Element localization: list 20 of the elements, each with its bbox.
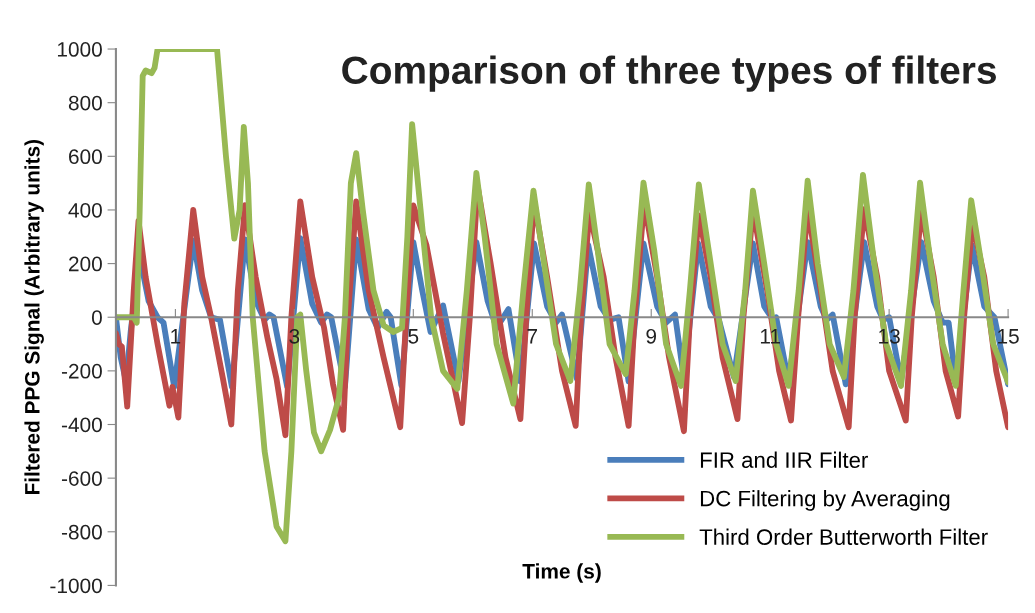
chart-title: Comparison of three types of filters: [342, 55, 996, 92]
x-axis-title: Time (s): [522, 563, 601, 583]
y-tick-label: -800: [61, 524, 102, 540]
y-tick-label: -400: [61, 417, 102, 433]
legend-label: FIR and IIR Filter: [700, 451, 868, 468]
y-tick-label: -600: [61, 471, 102, 486]
x-tick-label: 5: [408, 329, 419, 344]
y-tick-label: 0: [91, 310, 102, 325]
y-tick-label: 800: [68, 95, 102, 111]
y-tick-label: 1000: [57, 42, 102, 57]
y-tick-label: -200: [61, 363, 102, 379]
y-tick-label: -1000: [50, 578, 102, 594]
legend-label: Third Order Butterworth Filter: [699, 528, 988, 545]
x-tick-label: 9: [646, 328, 657, 344]
x-tick-label: 13: [879, 328, 900, 344]
legend-label: DC Filtering by Averaging: [700, 490, 950, 511]
y-tick-label: 600: [69, 149, 102, 165]
y-tick-label: 200: [69, 256, 102, 272]
y-axis-title: Filtered PPG Signal (Arbitrary units): [24, 139, 44, 495]
y-tick-label: 400: [68, 202, 102, 218]
